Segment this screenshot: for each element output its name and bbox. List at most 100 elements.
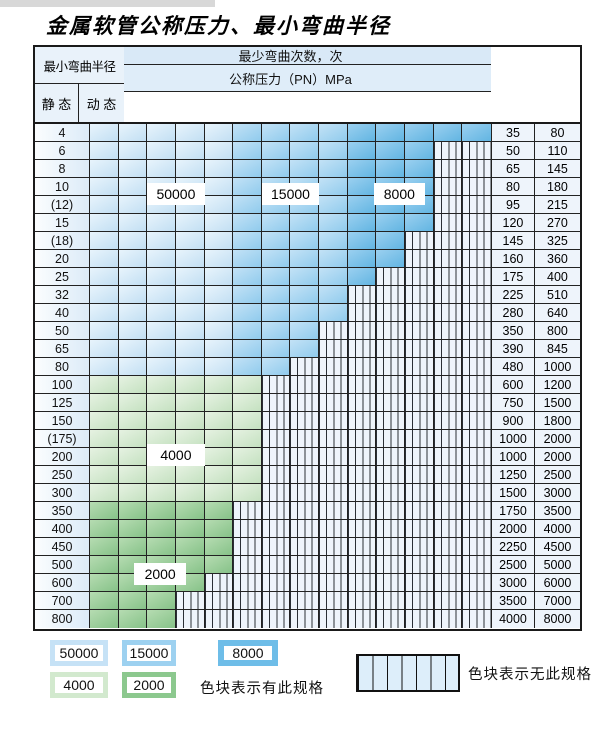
spec-cell [462, 592, 491, 609]
spec-cell [233, 322, 262, 339]
table-row-dn-4: 4 35 80 [35, 124, 580, 142]
spec-cell [347, 376, 377, 393]
spec-cell [462, 430, 491, 447]
spec-cell [233, 304, 262, 321]
spec-cell [147, 592, 176, 609]
spec-cell [261, 358, 291, 375]
dn-cell: (175) [35, 430, 90, 447]
spec-cell [290, 520, 320, 537]
spec-cell [261, 214, 291, 231]
table-row-dn-8: 8 65 145 [35, 160, 580, 178]
spec-cell [204, 538, 234, 555]
static-radius-cell: 95 [490, 196, 535, 213]
spec-cell [319, 340, 348, 357]
spec-cell [90, 538, 119, 555]
spec-cell [405, 502, 434, 519]
spec-cell [376, 502, 406, 519]
spec-cell [347, 484, 377, 501]
spec-cell [204, 430, 234, 447]
spec-cell [233, 610, 262, 628]
spec-cell [405, 358, 434, 375]
spec-cell [175, 394, 205, 411]
dynamic-radius-cell: 270 [534, 214, 580, 231]
spec-cell [376, 250, 406, 267]
spec-cell [433, 574, 463, 591]
spec-cell [233, 430, 262, 447]
spec-cell [347, 214, 377, 231]
spec-cell [462, 412, 491, 429]
spec-cell [319, 610, 348, 628]
spec-cell [290, 412, 320, 429]
table-body: 4 35 80 6 50 110 8 65 145 10 80 180 (12) 95 215 15 120 27… [35, 122, 580, 628]
table-row-dn-65: 65 390 845 [35, 340, 580, 358]
spec-cell [290, 268, 320, 285]
spec-cell [204, 178, 234, 195]
static-radius-cell: 4000 [490, 610, 535, 628]
static-radius-cell: 3500 [490, 592, 535, 609]
spec-cell [347, 124, 377, 141]
spec-cell [175, 610, 205, 628]
spec-cell [233, 358, 262, 375]
dynamic-radius-cell: 215 [534, 196, 580, 213]
spec-cell [319, 286, 348, 303]
spec-cell [290, 592, 320, 609]
spec-cell [233, 340, 262, 357]
spec-cell [147, 232, 176, 249]
spec-cell [175, 376, 205, 393]
dynamic-radius-cell: 80 [534, 124, 580, 141]
spec-cell [290, 340, 320, 357]
spec-cell [233, 232, 262, 249]
table-row-dn-450: 450 2250 4500 [35, 538, 580, 556]
spec-cell [118, 538, 148, 555]
table-row-dn-12: (12) 95 215 [35, 196, 580, 214]
dynamic-radius-cell: 845 [534, 340, 580, 357]
bend-count-label-4000: 4000 [147, 444, 205, 466]
spec-cell [290, 250, 320, 267]
spec-cell [204, 376, 234, 393]
spec-cell [204, 556, 234, 573]
spec-cell [204, 304, 234, 321]
spec-cell [405, 520, 434, 537]
static-radius-cell: 1750 [490, 502, 535, 519]
static-radius-cell: 600 [490, 376, 535, 393]
table-row-dn-20: 20 160 360 [35, 250, 580, 268]
spec-cell [290, 574, 320, 591]
spec-cell [405, 232, 434, 249]
table-row-dn-700: 700 3500 7000 [35, 592, 580, 610]
spec-cell [233, 412, 262, 429]
spec-cell [290, 160, 320, 177]
spec-cell [462, 232, 491, 249]
dynamic-radius-cell: 510 [534, 286, 580, 303]
spec-cell [405, 484, 434, 501]
spec-cell [376, 322, 406, 339]
spec-cell [290, 466, 320, 483]
dn-cell: 200 [35, 448, 90, 465]
spec-cell [319, 466, 348, 483]
spec-cell [175, 592, 205, 609]
spec-cell [347, 196, 377, 213]
bend-times-header: 最少弯曲次数，次 [90, 47, 491, 65]
table-row-dn-100: 100 600 1200 [35, 376, 580, 394]
spec-cell [462, 466, 491, 483]
spec-cell [204, 484, 234, 501]
dn-cell: 300 [35, 484, 90, 501]
dn-cell: 80 [35, 358, 90, 375]
spec-cell [175, 322, 205, 339]
spec-cell [90, 286, 119, 303]
spec-cell [233, 394, 262, 411]
static-radius-cell: 120 [490, 214, 535, 231]
spec-cell [175, 286, 205, 303]
dn-cell: 125 [35, 394, 90, 411]
spec-cell [462, 250, 491, 267]
static-radius-cell: 900 [490, 412, 535, 429]
spec-cell [376, 466, 406, 483]
spec-cell [261, 538, 291, 555]
spec-cell [319, 520, 348, 537]
spec-cell [462, 178, 491, 195]
spec-cell [261, 412, 291, 429]
table-row-dn-175: (175) 1000 2000 [35, 430, 580, 448]
spec-cell [90, 556, 119, 573]
spec-cell [347, 412, 377, 429]
spec-cell [433, 178, 463, 195]
spec-cell [319, 178, 348, 195]
